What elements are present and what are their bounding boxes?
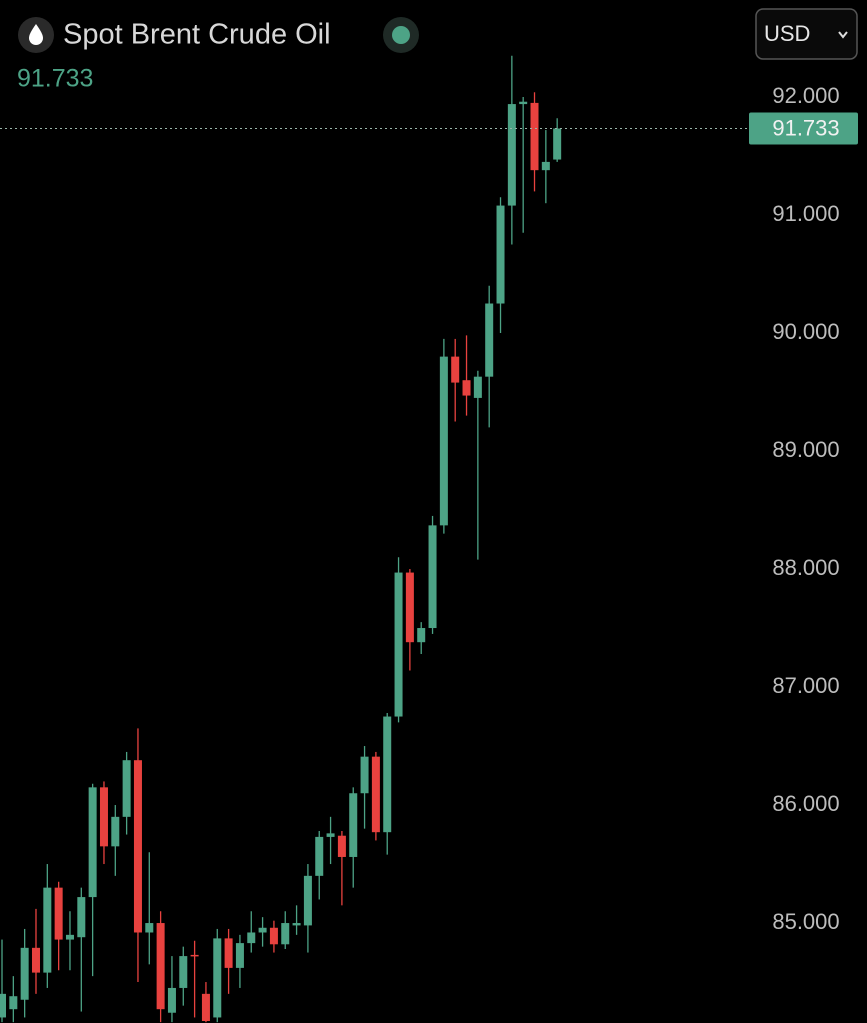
candle-body [462, 380, 471, 396]
candle-body [20, 947, 29, 1000]
candle-body [417, 628, 426, 643]
candle-body [43, 887, 52, 973]
y-tick-label: 92.000 [772, 83, 839, 108]
status-dot [392, 26, 410, 44]
candle-body [0, 993, 6, 1018]
candle-body [349, 793, 358, 857]
candle-body [360, 756, 369, 794]
y-tick-label: 85.000 [772, 909, 839, 934]
y-tick-label: 91.000 [772, 201, 839, 226]
candle-body [269, 927, 278, 945]
last-price-badge-label: 91.733 [772, 115, 839, 140]
candle-body [9, 996, 18, 1010]
candle-body [507, 104, 516, 206]
candle-body [451, 356, 460, 383]
candle-body [224, 938, 233, 968]
candle-body [54, 887, 63, 940]
candle-body [439, 356, 448, 526]
candle-body [167, 987, 176, 1013]
candle-body [530, 102, 539, 171]
candle-body [553, 128, 562, 160]
candle-body [190, 954, 199, 957]
candle-body [179, 956, 188, 988]
candle-body [394, 572, 403, 717]
currency-label[interactable]: USD [764, 21, 810, 46]
candle-body [122, 760, 131, 817]
candle-body [541, 161, 550, 171]
candle-body [247, 932, 256, 944]
drop-icon [29, 24, 43, 45]
candle-body [292, 923, 301, 926]
candle-body [99, 787, 108, 847]
candle-body [405, 572, 414, 643]
y-tick-label: 86.000 [772, 791, 839, 816]
candle-body [326, 833, 335, 837]
candle-body [65, 934, 74, 940]
candle-body [315, 836, 324, 876]
candle-body [281, 923, 290, 945]
candle-body [156, 923, 165, 1010]
candle-body [303, 875, 312, 926]
candle-body [496, 205, 505, 304]
chevron [838, 31, 848, 39]
candle-body [111, 816, 120, 847]
candle-body [88, 787, 97, 898]
candle-body [485, 303, 494, 377]
candle-body [77, 897, 86, 938]
last-price-badge [749, 112, 858, 145]
candle-body [519, 101, 528, 105]
candle-body [133, 760, 142, 933]
last-price: 91.733 [17, 65, 93, 93]
y-tick-label: 89.000 [772, 437, 839, 462]
currency-select[interactable]: USD [755, 8, 858, 60]
plot-area [0, 55, 562, 1023]
currency-box[interactable] [755, 8, 858, 60]
candle-body [258, 927, 267, 933]
y-tick-label: 87.000 [772, 673, 839, 698]
y-tick-label: 90.000 [772, 319, 839, 344]
candle-body [235, 943, 244, 968]
candle-body [473, 376, 482, 398]
y-tick-label: 88.000 [772, 555, 839, 580]
candle-body [201, 993, 210, 1021]
candle-body [371, 756, 380, 833]
candle-body [31, 947, 40, 973]
candle-body [145, 923, 154, 933]
candle-body [337, 835, 346, 857]
chart-title: Spot Brent Crude Oil [63, 19, 331, 51]
candle-body [383, 716, 392, 833]
candle-body [428, 525, 437, 629]
candle-body [213, 938, 222, 1018]
